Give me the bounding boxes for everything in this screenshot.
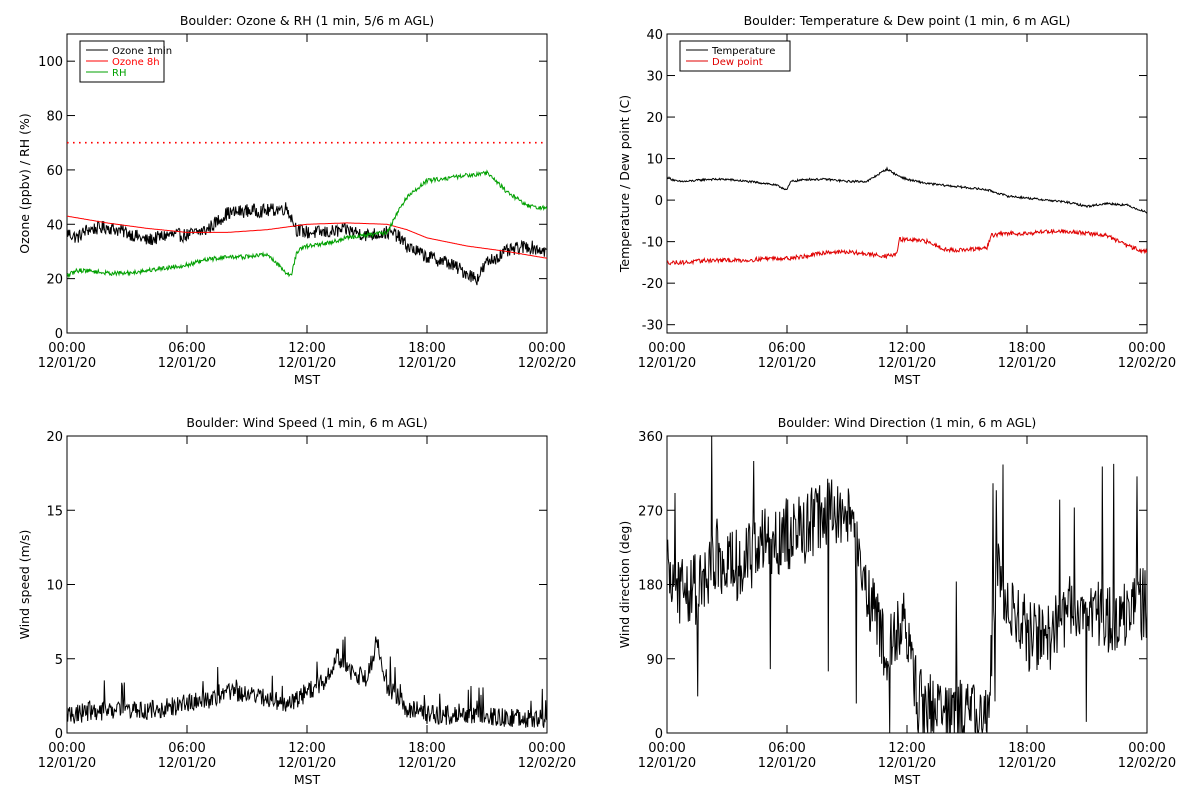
- y-tick-label: 0: [55, 327, 63, 342]
- x-tick-date-label: 12/01/20: [38, 756, 96, 771]
- y-tick-label: 15: [46, 504, 63, 519]
- y-tick-label: 0: [655, 194, 663, 209]
- x-axis-label: MST: [294, 772, 321, 787]
- x-tick-label: 00:00: [528, 341, 565, 356]
- y-axis-label: Temperature / Dew point (C): [617, 95, 632, 273]
- y-tick-label: 0: [655, 727, 663, 742]
- x-tick-label: 18:00: [1008, 741, 1045, 756]
- x-tick-label: 00:00: [1128, 341, 1165, 356]
- series-line-ozone-8h: [67, 215, 547, 259]
- x-tick-date-label: 12/02/20: [518, 756, 576, 771]
- y-tick-label: 10: [646, 153, 663, 168]
- chart-panel-2: Boulder: Temperature & Dew point (1 min,…: [617, 13, 1176, 387]
- y-tick-label: 80: [46, 110, 63, 125]
- plot-frame: [66, 435, 548, 734]
- y-tick-label: 40: [46, 218, 63, 233]
- series-line-dew-point: [667, 228, 1147, 266]
- x-tick-date-label: 12/02/20: [518, 356, 576, 371]
- x-tick-date-label: 12/01/20: [878, 756, 936, 771]
- x-tick-date-label: 12/02/20: [1118, 756, 1176, 771]
- x-axis-label: MST: [894, 372, 921, 387]
- x-tick-date-label: 12/01/20: [998, 356, 1056, 371]
- x-tick-date-label: 12/01/20: [758, 356, 816, 371]
- y-axis-label: Ozone (ppbv) / RH (%): [17, 113, 32, 253]
- series-line-ozone-1min: [67, 202, 547, 286]
- x-axis-label: MST: [294, 372, 321, 387]
- x-tick-date-label: 12/01/20: [758, 756, 816, 771]
- y-tick-label: 0: [55, 727, 63, 742]
- y-tick-label: 30: [646, 70, 663, 85]
- y-tick-label: 60: [46, 164, 63, 179]
- x-tick-label: 12:00: [288, 341, 325, 356]
- y-tick-label: 270: [638, 504, 663, 519]
- x-tick-date-label: 12/01/20: [158, 356, 216, 371]
- legend-box: [679, 40, 791, 72]
- chart-title: Boulder: Wind Speed (1 min, 6 m AGL): [186, 415, 427, 430]
- x-tick-label: 00:00: [648, 741, 685, 756]
- series-line-rh: [67, 169, 547, 279]
- x-tick-label: 18:00: [1008, 341, 1045, 356]
- x-tick-label: 12:00: [288, 741, 325, 756]
- x-tick-label: 12:00: [888, 741, 925, 756]
- y-axis-label: Wind speed (m/s): [17, 530, 32, 640]
- y-tick-label: -30: [642, 319, 663, 334]
- x-tick-date-label: 12/01/20: [278, 756, 336, 771]
- x-tick-label: 00:00: [528, 741, 565, 756]
- chart-title: Boulder: Temperature & Dew point (1 min,…: [744, 13, 1071, 28]
- y-tick-label: 20: [46, 430, 63, 445]
- x-tick-label: 00:00: [48, 741, 85, 756]
- x-tick-label: 06:00: [768, 741, 805, 756]
- legend-entry: Dew point: [712, 57, 763, 68]
- x-tick-label: 06:00: [768, 341, 805, 356]
- y-tick-label: 90: [646, 653, 663, 668]
- x-tick-label: 18:00: [408, 741, 445, 756]
- y-tick-label: -10: [642, 236, 663, 251]
- x-tick-date-label: 12/01/20: [638, 356, 696, 371]
- legend-entry: Temperature: [711, 46, 775, 57]
- y-tick-label: 10: [46, 579, 63, 594]
- plot-frame: [666, 33, 1148, 334]
- x-tick-date-label: 12/01/20: [158, 756, 216, 771]
- x-tick-label: 00:00: [648, 341, 685, 356]
- x-tick-date-label: 12/01/20: [878, 356, 936, 371]
- legend-entry: Ozone 1min: [112, 46, 172, 57]
- chart-title: Boulder: Wind Direction (1 min, 6 m AGL): [778, 415, 1036, 430]
- x-tick-date-label: 12/01/20: [398, 756, 456, 771]
- legend-entry: Ozone 8h: [112, 57, 160, 68]
- x-tick-date-label: 12/01/20: [998, 756, 1056, 771]
- y-tick-label: 5: [55, 653, 63, 668]
- y-tick-label: -20: [642, 277, 663, 292]
- y-tick-label: 20: [646, 111, 663, 126]
- y-tick-label: 20: [46, 273, 63, 288]
- y-tick-label: 180: [638, 579, 663, 594]
- y-tick-label: 40: [646, 28, 663, 43]
- x-tick-date-label: 12/02/20: [1118, 356, 1176, 371]
- chart-panel-3: Boulder: Wind Speed (1 min, 6 m AGL) 0 5 10…: [17, 415, 576, 787]
- x-tick-label: 06:00: [168, 341, 205, 356]
- x-tick-label: 12:00: [888, 341, 925, 356]
- y-tick-label: 360: [638, 430, 663, 445]
- x-tick-label: 06:00: [168, 741, 205, 756]
- series-line: [67, 636, 547, 728]
- x-tick-date-label: 12/01/20: [638, 756, 696, 771]
- y-tick-label: 100: [38, 55, 63, 70]
- x-axis-label: MST: [894, 772, 921, 787]
- x-tick-label: 00:00: [48, 341, 85, 356]
- chart-panel-4: Boulder: Wind Direction (1 min, 6 m AGL)…: [617, 415, 1176, 787]
- series-line: [667, 436, 1147, 733]
- legend-entry: RH: [112, 68, 126, 79]
- x-tick-date-label: 12/01/20: [38, 356, 96, 371]
- x-tick-date-label: 12/01/20: [278, 356, 336, 371]
- series-line-temperature: [667, 166, 1147, 214]
- x-tick-label: 18:00: [408, 341, 445, 356]
- chart-title: Boulder: Ozone & RH (1 min, 5/6 m AGL): [180, 13, 434, 28]
- x-tick-label: 00:00: [1128, 741, 1165, 756]
- chart-panel-1: Boulder: Ozone & RH (1 min, 5/6 m AGL) 0 2…: [17, 13, 576, 387]
- y-axis-label: Wind direction (deg): [617, 521, 632, 648]
- x-tick-date-label: 12/01/20: [398, 356, 456, 371]
